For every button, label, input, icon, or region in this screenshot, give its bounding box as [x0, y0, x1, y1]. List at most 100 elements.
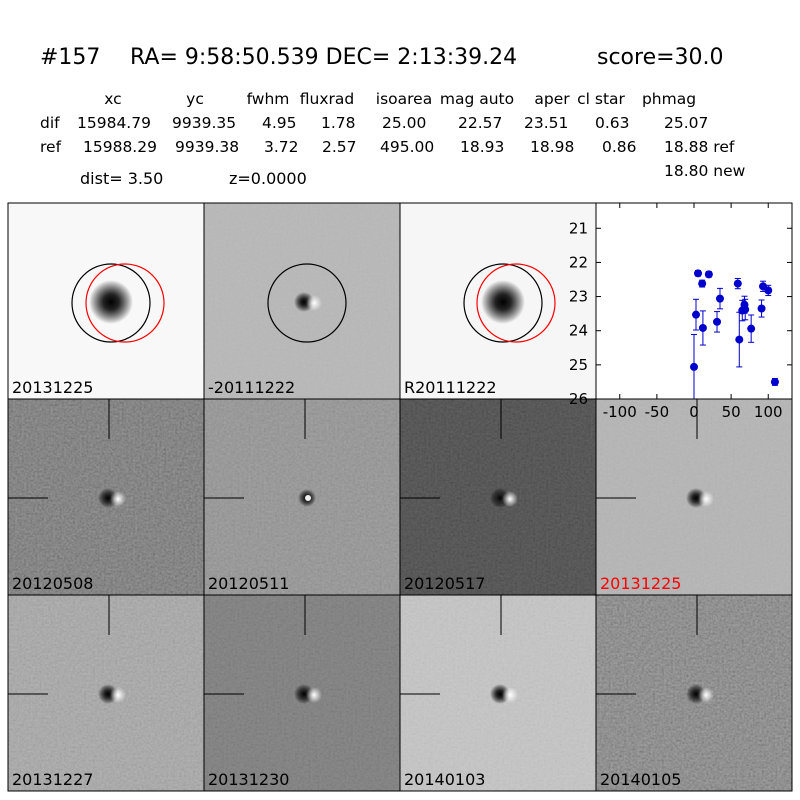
table-cell: 0.86 — [602, 138, 637, 156]
table-cell: 18.98 — [530, 138, 574, 156]
column-header: yc — [186, 90, 204, 108]
point-group — [690, 333, 698, 399]
source — [89, 280, 133, 324]
table-cell: 0.63 — [595, 114, 630, 132]
stamp-label: R20111222 — [404, 378, 497, 397]
dist: dist= 3.50 — [80, 169, 163, 188]
column-header: mag auto — [440, 90, 514, 108]
point-group — [715, 287, 724, 310]
table-note: 18.80 new — [664, 162, 746, 180]
data-point — [704, 270, 713, 279]
row-label: ref — [40, 138, 62, 156]
data-point — [764, 286, 773, 295]
redshift: z=0.0000 — [229, 169, 307, 188]
plot-frame — [595, 202, 793, 400]
column-header: phmag — [642, 90, 696, 108]
table-cell: 495.00 — [380, 138, 434, 156]
data-point — [694, 269, 703, 278]
table-cell: 3.72 — [264, 138, 299, 156]
table-cell: 22.57 — [458, 114, 502, 132]
candidate-id: #157 — [40, 45, 100, 70]
stamp-label: 20120517 — [404, 574, 485, 593]
data-point — [770, 377, 779, 386]
column-header: xc — [104, 90, 121, 108]
data-point — [741, 305, 750, 314]
point-group — [735, 311, 744, 368]
coordinates: RA= 9:58:50.539 DEC= 2:13:39.24 — [130, 45, 517, 70]
source-residual — [306, 295, 322, 311]
table-cell: 18.93 — [460, 138, 504, 156]
table-cell: 23.51 — [524, 114, 568, 132]
aperture — [71, 263, 151, 343]
x-tick-label: 50 — [722, 403, 741, 421]
stamp-label: 20131230 — [208, 770, 289, 789]
point-group — [698, 310, 707, 346]
point-group — [770, 377, 779, 386]
column-header: fluxrad — [300, 90, 354, 108]
stamp-label: 20140103 — [404, 770, 485, 789]
point-group — [692, 298, 701, 331]
table-cell: 25.00 — [382, 114, 426, 132]
column-header: fwhm — [247, 90, 290, 108]
data-point — [713, 317, 722, 326]
stamp-label: 20120511 — [208, 574, 289, 593]
aperture — [267, 263, 347, 343]
column-header: cl star — [577, 90, 625, 108]
x-tick-label: 0 — [689, 403, 699, 421]
table-cell: 9939.38 — [175, 138, 239, 156]
stamp-frame — [595, 594, 793, 792]
source-residual — [110, 687, 126, 703]
data-point — [747, 324, 756, 333]
table-cell: 18.88 ref — [664, 138, 735, 156]
point-group — [757, 299, 766, 318]
y-tick-label: 26 — [569, 390, 588, 408]
data-point — [690, 362, 698, 371]
point-group — [733, 277, 742, 290]
column-header: isoarea — [376, 90, 432, 108]
point-group — [694, 269, 703, 278]
y-tick-label: 25 — [569, 356, 588, 374]
data-point — [757, 304, 766, 313]
point-group — [698, 279, 707, 288]
x-tick-label: 100 — [754, 403, 783, 421]
source-residual — [502, 491, 518, 507]
data-point — [735, 335, 744, 344]
x-tick-label: -100 — [603, 403, 637, 421]
table-cell: 9939.35 — [172, 114, 236, 132]
table-cell: 2.57 — [322, 138, 357, 156]
source-residual — [698, 687, 714, 703]
data-point — [698, 323, 707, 332]
aperture — [85, 263, 165, 343]
stamp-label: -20111222 — [208, 378, 295, 397]
point-group — [747, 314, 756, 343]
data-point — [692, 310, 701, 319]
data-point — [733, 279, 742, 288]
column-header: aper — [534, 90, 570, 108]
y-tick-label: 22 — [569, 253, 588, 271]
y-tick-label: 24 — [569, 322, 588, 340]
panels: 20131225 -20111222 R20111222 20120508 201205… — [7, 202, 793, 792]
x-tick-label: -50 — [645, 403, 670, 421]
point-group — [764, 284, 773, 297]
table-cell: 4.95 — [262, 114, 297, 132]
stamp-label: 20131225 — [12, 378, 93, 397]
point-group — [713, 311, 722, 333]
score: score=30.0 — [597, 45, 724, 70]
source-residual — [110, 491, 126, 507]
stamp-label: 20131227 — [12, 770, 93, 789]
row-label: dif — [40, 114, 60, 132]
source-residual — [698, 491, 714, 507]
source-residual — [306, 687, 322, 703]
y-tick-label: 21 — [569, 219, 588, 237]
lightcurve: 21 22 23 24 25 26 -100 -50 0 50 100 — [569, 202, 793, 421]
source-core — [305, 495, 311, 501]
table-cell: 15984.79 — [77, 114, 151, 132]
table-cell: 15988.29 — [83, 138, 157, 156]
aperture — [463, 263, 543, 343]
data-point — [715, 294, 724, 303]
stamp-label: 20120508 — [12, 574, 93, 593]
table-cell: 1.78 — [321, 114, 356, 132]
aperture — [476, 263, 556, 343]
point-group — [741, 298, 750, 321]
